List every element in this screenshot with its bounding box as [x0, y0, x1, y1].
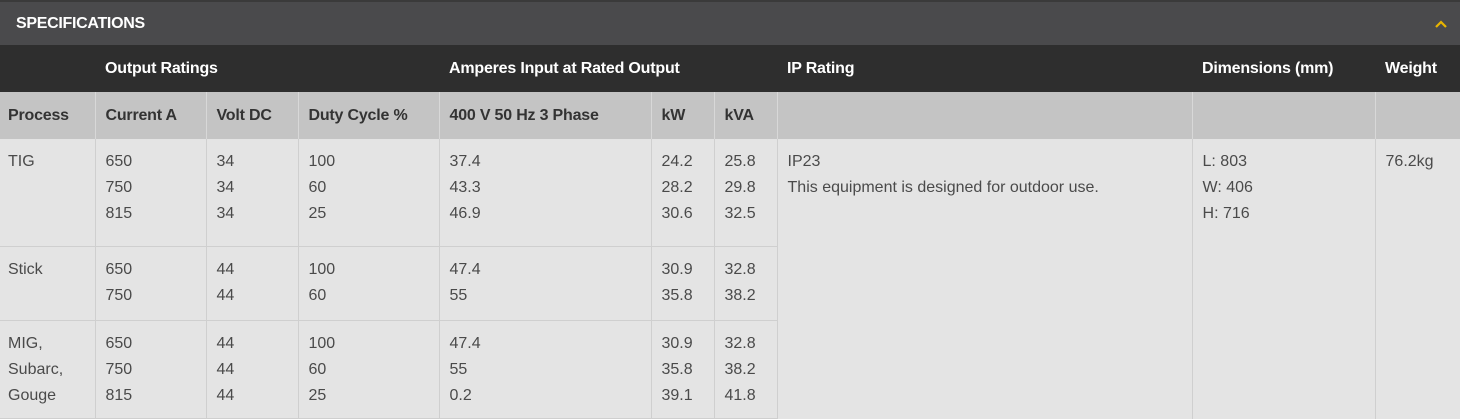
group-ip-rating: IP Rating	[777, 45, 1193, 92]
cell-phase: 47.4 55	[438, 246, 651, 321]
cell-kw: 30.9 35.8	[650, 246, 714, 321]
group-dimensions: Dimensions (mm)	[1192, 45, 1376, 92]
group-amperes-input: Amperes Input at Rated Output	[439, 45, 778, 92]
cell-process: MIG, Subarc, Gouge	[0, 320, 95, 419]
table-row: Stick 650 750 44 44 100 60 47.4 55 30.9 35.8 …	[0, 246, 1460, 321]
cell-kw: 24.2 28.2 30.6	[650, 139, 714, 247]
col-volt: Volt DC	[205, 92, 298, 139]
table-row: MIG, Subarc, Gouge 650 750 815 44 44 44 100 60 2…	[0, 320, 1460, 419]
cell-kva: 25.8 29.8 32.5	[713, 139, 778, 247]
col-kva: kVA	[713, 92, 778, 139]
cell-phase: 37.4 43.3 46.9	[438, 139, 651, 247]
column-header-row: Process Current A Volt DC Duty Cycle % 4…	[0, 92, 1460, 139]
cell-duty: 100 60 25	[297, 320, 439, 419]
cell-duty: 100 60	[297, 246, 439, 321]
col-current: Current A	[94, 92, 206, 139]
specifications-table: Output Ratings Amperes Input at Rated Ou…	[0, 45, 1460, 419]
cell-kva: 32.8 38.2	[713, 246, 778, 321]
cell-current: 650 750	[94, 246, 206, 321]
specifications-header[interactable]: SPECIFICATIONS	[0, 0, 1460, 45]
group-header-row: Output Ratings Amperes Input at Rated Ou…	[0, 45, 1460, 92]
chevron-up-icon[interactable]	[1432, 15, 1450, 33]
col-process: Process	[0, 92, 95, 139]
cell-phase: 47.4 55 0.2	[438, 320, 651, 419]
cell-ip-rating: IP23 This equipment is designed for outdo…	[776, 139, 1193, 419]
cell-process: Stick	[0, 246, 95, 321]
group-output-ratings: Output Ratings	[95, 45, 439, 92]
table-row: TIG 650 750 815 34 34 34 100 60 25 37.4 43.3 46.…	[0, 139, 1460, 419]
cell-volt: 34 34 34	[205, 139, 298, 247]
cell-kw: 30.9 35.8 39.1	[650, 320, 714, 419]
cell-duty: 100 60 25	[297, 139, 439, 247]
cell-kva: 32.8 38.2 41.8	[713, 320, 778, 419]
col-kw: kW	[650, 92, 714, 139]
group-weight: Weight	[1375, 45, 1460, 92]
cell-volt: 44 44	[205, 246, 298, 321]
col-phase: 400 V 50 Hz 3 Phase	[438, 92, 651, 139]
col-duty: Duty Cycle %	[297, 92, 439, 139]
cell-process: TIG	[0, 139, 95, 247]
cell-current: 650 750 815	[94, 139, 206, 247]
cell-current: 650 750 815	[94, 320, 206, 419]
cell-weight: 76.2kg	[1374, 139, 1460, 419]
cell-dimensions: L: 803 W: 406 H: 716	[1191, 139, 1376, 419]
cell-volt: 44 44 44	[205, 320, 298, 419]
section-title: SPECIFICATIONS	[16, 14, 145, 32]
